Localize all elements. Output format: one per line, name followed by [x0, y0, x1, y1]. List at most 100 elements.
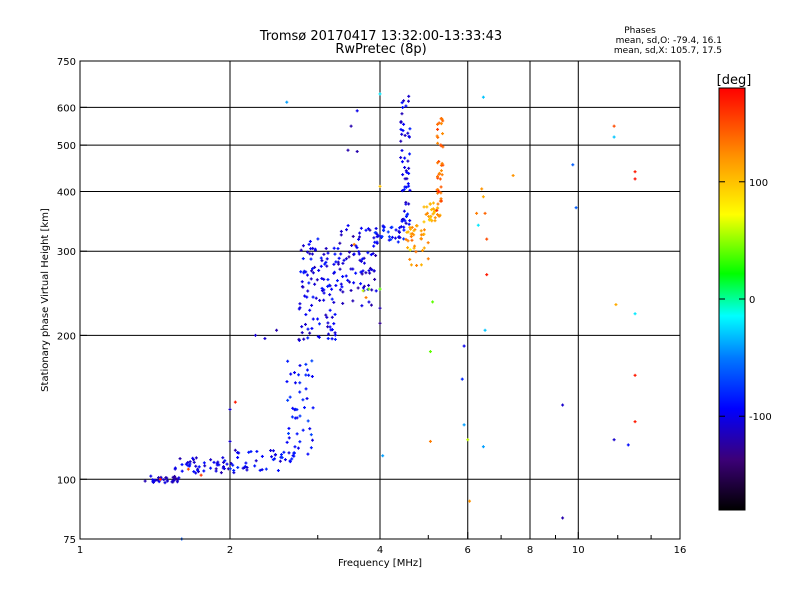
trace-point-c5-40 — [351, 267, 355, 271]
trace-point-c5-1 — [344, 257, 348, 261]
trace-point-c5-14 — [366, 251, 370, 255]
trace-point-c1-1 — [221, 456, 225, 460]
trace-point-c6-34 — [394, 228, 398, 232]
trace-point-c2-39 — [288, 459, 292, 463]
trace-point-c1-15 — [186, 461, 190, 465]
trace-point-c7-45 — [402, 188, 406, 192]
trace-point-c4-51 — [334, 260, 338, 264]
trace-point-c4-105 — [330, 297, 334, 301]
trace-point-c4-73 — [313, 265, 317, 269]
trace-point-c10-6 — [436, 141, 440, 145]
trace-point-c5-57 — [345, 228, 349, 232]
trace-point-c2-5 — [247, 450, 251, 454]
trace-point-c5-44 — [355, 246, 359, 250]
trace-point-c7-27 — [399, 139, 403, 143]
y-tick-label-7: 750 — [57, 57, 76, 68]
trace-point-c4-35 — [332, 271, 336, 275]
trace-point-c7-10 — [404, 215, 408, 219]
point-14 — [158, 477, 162, 481]
trace-point-c4-21 — [303, 322, 307, 326]
point-41 — [485, 237, 489, 241]
trace-point-c1-36 — [215, 461, 219, 465]
trace-point-c3-44 — [295, 408, 299, 412]
trace-point-c3-19 — [286, 398, 290, 402]
trace-point-c7-53 — [405, 170, 409, 174]
point-36 — [475, 211, 479, 215]
x-tick-label-2: 4 — [377, 545, 383, 556]
point-32 — [460, 377, 464, 381]
trace-point-c5-61 — [367, 269, 371, 273]
trace-point-c1-39 — [229, 461, 233, 465]
trace-point-c10-27 — [436, 127, 440, 131]
trace-point-c2-13 — [244, 461, 248, 465]
point-4 — [346, 148, 350, 152]
colorbar-tick-label-1: 0 — [749, 295, 755, 306]
trace-point-c1-18 — [180, 463, 184, 467]
trace-point-c2-34 — [237, 451, 241, 455]
point-45 — [481, 445, 485, 449]
trace-point-c1-34 — [219, 471, 223, 475]
trace-point-c7-29 — [408, 219, 412, 223]
trace-point-c8-34 — [415, 224, 419, 228]
trace-point-c5-73 — [351, 234, 355, 238]
trace-point-c5-27 — [367, 300, 371, 304]
trace-point-c8-31 — [406, 246, 410, 250]
trace-point-c0-1 — [177, 476, 181, 480]
trace-point-c4-50 — [330, 328, 334, 332]
info-line-x: mean, sd,X: 105.7, 17.5 — [614, 46, 722, 56]
trace-point-c9-21 — [431, 201, 435, 205]
trace-point-c1-22 — [194, 471, 198, 475]
trace-point-c5-64 — [356, 286, 360, 290]
trace-point-c6-30 — [396, 240, 400, 244]
trace-point-c5-11 — [359, 270, 363, 274]
trace-point-c6-29 — [375, 240, 379, 244]
trace-point-c4-84 — [310, 269, 314, 273]
trace-point-c7-43 — [400, 101, 404, 105]
trace-point-c6-13 — [386, 230, 390, 234]
trace-point-c3-12 — [309, 446, 313, 450]
trace-point-c2-35 — [271, 458, 275, 462]
trace-point-c4-99 — [324, 313, 328, 317]
trace-point-c8-9 — [426, 257, 430, 261]
trace-point-c10-32 — [441, 119, 445, 123]
trace-point-c8-17 — [419, 263, 423, 267]
trace-point-c8-30 — [409, 263, 413, 267]
trace-point-c7-47 — [406, 131, 410, 135]
trace-point-c4-11 — [330, 315, 334, 319]
trace-point-c7-3 — [403, 133, 407, 137]
trace-point-c9-2 — [436, 202, 440, 206]
trace-point-c6-11 — [398, 226, 402, 230]
trace-point-c8-33 — [422, 232, 426, 236]
colorbar-label: [deg] — [717, 73, 752, 88]
trace-point-c4-2 — [298, 302, 302, 306]
trace-point-c1-3 — [225, 462, 229, 466]
trace-point-c3-33 — [295, 432, 299, 436]
trace-point-c4-48 — [311, 317, 315, 321]
trace-point-c10-10 — [438, 177, 442, 181]
trace-point-c4-65 — [333, 252, 337, 256]
trace-point-c5-78 — [347, 250, 351, 254]
trace-point-c5-52 — [346, 278, 350, 282]
trace-point-c4-94 — [302, 337, 306, 341]
trace-point-c9-18 — [433, 219, 437, 223]
point-8 — [228, 407, 232, 411]
trace-point-c10-14 — [436, 188, 440, 192]
x-axis-ticks: 1 2 4 6 8 10 16 — [77, 532, 686, 556]
trace-point-c10-7 — [440, 173, 444, 177]
point-20 — [378, 306, 382, 310]
trace-point-c4-46 — [320, 277, 324, 281]
trace-point-c10-30 — [441, 132, 445, 136]
trace-point-c4-23 — [325, 315, 329, 319]
trace-point-c4-41 — [317, 322, 321, 326]
trace-point-c3-32 — [309, 433, 313, 437]
trace-point-c7-36 — [400, 160, 404, 164]
trace-point-c8-7 — [406, 239, 410, 243]
point-17 — [367, 287, 371, 291]
x-tick-label-1: 2 — [227, 545, 233, 556]
point-37 — [476, 223, 480, 227]
y-tick-label-3: 300 — [57, 247, 76, 258]
point-54 — [612, 438, 616, 442]
trace-point-c0-13 — [151, 478, 155, 482]
point-16 — [361, 289, 365, 293]
point-29 — [428, 350, 432, 354]
